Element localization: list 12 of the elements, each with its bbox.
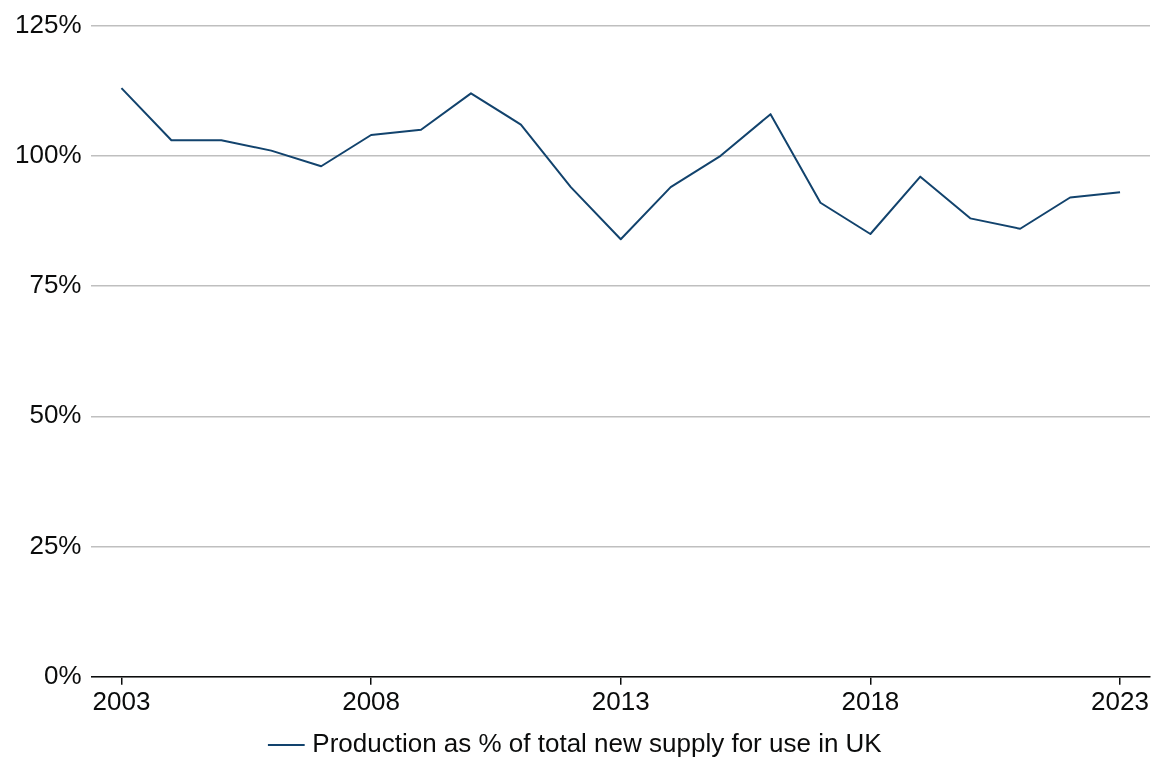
x-tick-label: 2018 <box>841 685 900 716</box>
y-tick-label: 25% <box>29 529 82 560</box>
x-tick-label: 2008 <box>342 685 401 716</box>
y-tick-label: 75% <box>29 269 82 300</box>
y-tick-label: 100% <box>15 139 82 170</box>
x-tick-label: 2013 <box>591 685 650 716</box>
y-tick-label: 125% <box>15 8 82 39</box>
x-tick-label: 2023 <box>1091 685 1149 716</box>
y-tick-label: 50% <box>29 399 82 430</box>
y-tick-label: 0% <box>43 659 82 690</box>
x-tick-label: 2003 <box>92 685 151 716</box>
legend-label: Production as % of total new supply for use in UK <box>312 728 883 759</box>
